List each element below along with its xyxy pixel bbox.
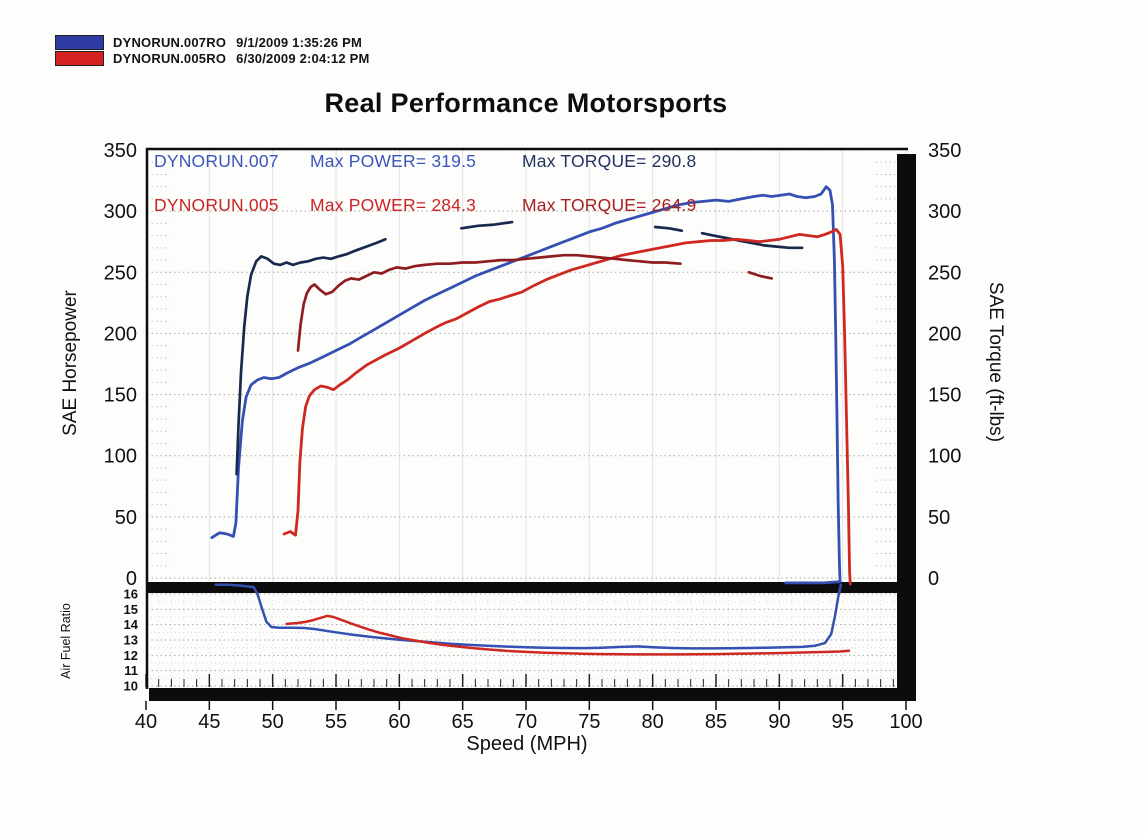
svg-text:150: 150 <box>104 385 137 407</box>
svg-text:55: 55 <box>325 711 347 733</box>
svg-text:45: 45 <box>198 711 220 733</box>
svg-text:Speed (MPH): Speed (MPH) <box>466 733 587 755</box>
svg-text:50: 50 <box>928 507 950 529</box>
svg-text:250: 250 <box>104 262 137 284</box>
svg-text:SAE Horsepower: SAE Horsepower <box>60 289 81 435</box>
svg-text:200: 200 <box>104 323 137 345</box>
svg-text:0: 0 <box>928 568 939 590</box>
svg-text:SAE Torque (ft-lbs): SAE Torque (ft-lbs) <box>985 282 1006 442</box>
svg-text:350: 350 <box>104 140 137 162</box>
run-005-datetime: 6/30/2009 2:04:12 PM <box>236 51 370 66</box>
svg-text:15: 15 <box>124 602 138 617</box>
annotation-run-005-max-torque: Max TORQUE= 264.9 <box>522 195 697 215</box>
annotation-run-007: DYNORUN.007 Max POWER= 319.5 Max TORQUE= 2… <box>154 151 696 172</box>
svg-text:10: 10 <box>124 678 138 693</box>
run-007-datetime: 9/1/2009 1:35:26 PM <box>236 35 363 50</box>
svg-text:75: 75 <box>578 711 600 733</box>
svg-text:95: 95 <box>832 711 854 733</box>
svg-text:200: 200 <box>928 323 961 345</box>
svg-text:14: 14 <box>124 617 139 632</box>
svg-text:80: 80 <box>642 711 664 733</box>
run-007-file: DYNORUN.007RO <box>113 35 227 50</box>
svg-text:100: 100 <box>889 711 922 733</box>
svg-text:16: 16 <box>124 587 138 602</box>
svg-text:300: 300 <box>104 201 137 223</box>
legend-run-007: DYNORUN.007RO 9/1/2009 1:35:26 PM <box>55 35 370 50</box>
svg-text:40: 40 <box>135 711 157 733</box>
svg-text:Air Fuel Ratio: Air Fuel Ratio <box>59 603 73 679</box>
svg-text:0: 0 <box>126 568 137 590</box>
svg-text:85: 85 <box>705 711 727 733</box>
run-legend: DYNORUN.007RO 9/1/2009 1:35:26 PM DYNORUN… <box>55 35 370 67</box>
svg-text:11: 11 <box>124 663 138 678</box>
annotation-run-005: DYNORUN.005 Max POWER= 284.3 Max TORQUE= 2… <box>154 195 696 216</box>
legend-run-005: DYNORUN.005RO 6/30/2009 2:04:12 PM <box>55 51 370 66</box>
svg-text:100: 100 <box>104 446 137 468</box>
annotation-run-007-name: DYNORUN.007 <box>154 151 279 171</box>
annotation-run-007-max-power: Max POWER= 319.5 <box>310 151 477 171</box>
svg-text:70: 70 <box>515 711 537 733</box>
svg-text:90: 90 <box>768 711 790 733</box>
svg-text:50: 50 <box>115 507 137 529</box>
svg-text:13: 13 <box>124 632 138 647</box>
annotation-run-005-name: DYNORUN.005 <box>154 195 279 215</box>
svg-text:60: 60 <box>388 711 410 733</box>
run-005-file: DYNORUN.005RO <box>113 51 227 66</box>
svg-text:65: 65 <box>452 711 474 733</box>
svg-text:300: 300 <box>928 201 961 223</box>
svg-text:100: 100 <box>928 446 961 468</box>
run-005-swatch <box>55 51 104 66</box>
annotation-run-005-max-power: Max POWER= 284.3 <box>310 195 477 215</box>
svg-text:350: 350 <box>928 140 961 162</box>
page-title: Real Performance Motorsports <box>324 88 728 118</box>
annotation-run-007-max-torque: Max TORQUE= 290.8 <box>522 151 697 171</box>
run-007-swatch <box>55 35 104 50</box>
svg-text:50: 50 <box>262 711 284 733</box>
svg-text:250: 250 <box>928 262 961 284</box>
svg-text:150: 150 <box>928 385 961 407</box>
svg-text:12: 12 <box>124 648 138 663</box>
